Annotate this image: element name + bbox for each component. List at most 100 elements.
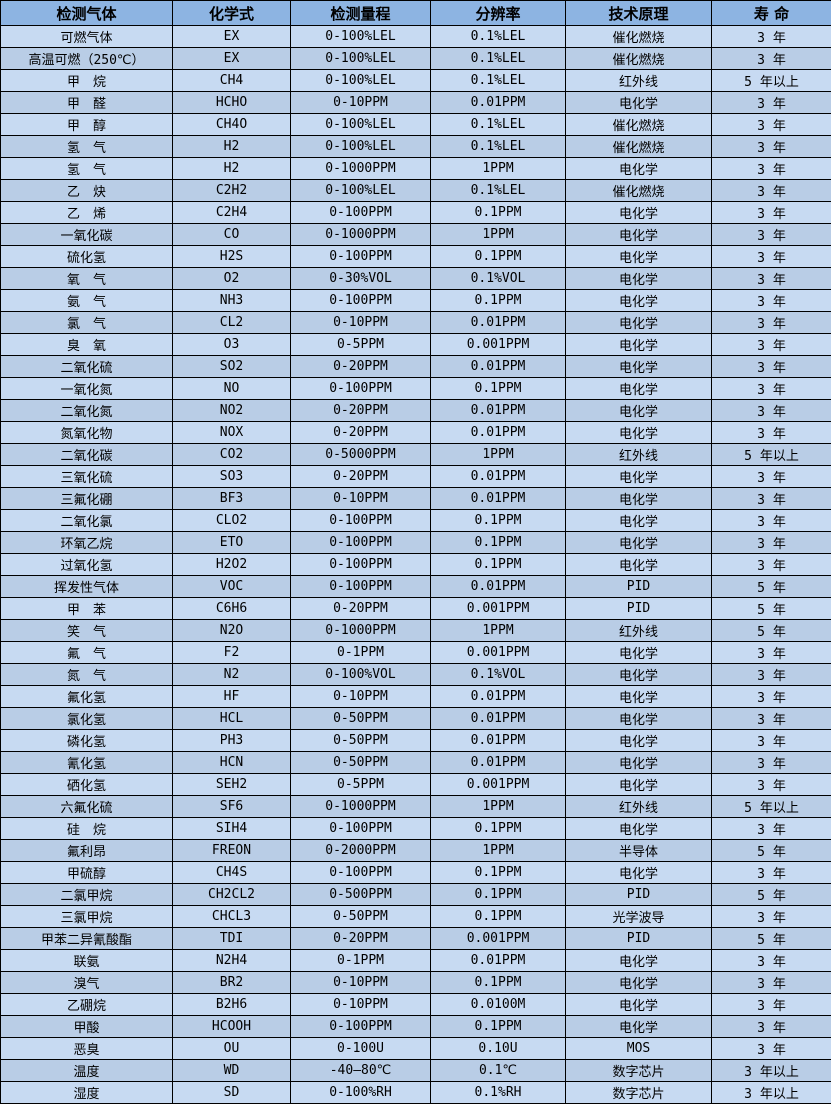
cell-r47-c1: WD [173, 1060, 291, 1082]
cell-r45-c1: HCOOH [173, 1016, 291, 1038]
cell-r13-c3: 0.01PPM [431, 312, 566, 334]
cell-r2-c4: 红外线 [566, 70, 712, 92]
cell-r34-c4: 电化学 [566, 774, 712, 796]
cell-r19-c3: 1PPM [431, 444, 566, 466]
cell-r40-c4: 光学波导 [566, 906, 712, 928]
cell-r39-c5: 5 年 [712, 884, 831, 906]
cell-r11-c0: 氧 气 [1, 268, 173, 290]
cell-r27-c2: 0-1000PPM [291, 620, 431, 642]
cell-r46-c1: OU [173, 1038, 291, 1060]
cell-r1-c3: 0.1%LEL [431, 48, 566, 70]
cell-r20-c4: 电化学 [566, 466, 712, 488]
cell-r45-c2: 0-100PPM [291, 1016, 431, 1038]
cell-r26-c4: PID [566, 598, 712, 620]
cell-r6-c5: 3 年 [712, 158, 831, 180]
cell-r1-c1: EX [173, 48, 291, 70]
cell-r47-c5: 3 年以上 [712, 1060, 831, 1082]
cell-r40-c0: 三氯甲烷 [1, 906, 173, 928]
cell-r7-c5: 3 年 [712, 180, 831, 202]
cell-r48-c2: 0-100%RH [291, 1082, 431, 1104]
cell-r44-c0: 乙硼烷 [1, 994, 173, 1016]
cell-r46-c0: 恶臭 [1, 1038, 173, 1060]
cell-r8-c3: 0.1PPM [431, 202, 566, 224]
cell-r31-c4: 电化学 [566, 708, 712, 730]
cell-r48-c0: 湿度 [1, 1082, 173, 1104]
cell-r3-c4: 电化学 [566, 92, 712, 114]
cell-r21-c1: BF3 [173, 488, 291, 510]
cell-r1-c0: 高温可燃（250℃） [1, 48, 173, 70]
cell-r4-c2: 0-100%LEL [291, 114, 431, 136]
cell-r13-c0: 氯 气 [1, 312, 173, 334]
cell-r0-c5: 3 年 [712, 26, 831, 48]
cell-r42-c2: 0-1PPM [291, 950, 431, 972]
cell-r29-c0: 氮 气 [1, 664, 173, 686]
cell-r23-c0: 环氧乙烷 [1, 532, 173, 554]
cell-r0-c4: 催化燃烧 [566, 26, 712, 48]
cell-r37-c4: 半导体 [566, 840, 712, 862]
cell-r18-c0: 氮氧化物 [1, 422, 173, 444]
cell-r12-c4: 电化学 [566, 290, 712, 312]
column-header-3: 分辨率 [431, 1, 566, 26]
cell-r26-c5: 5 年 [712, 598, 831, 620]
cell-r16-c5: 3 年 [712, 378, 831, 400]
cell-r29-c1: N2 [173, 664, 291, 686]
cell-r14-c2: 0-5PPM [291, 334, 431, 356]
cell-r21-c0: 三氟化硼 [1, 488, 173, 510]
cell-r7-c0: 乙 炔 [1, 180, 173, 202]
cell-r28-c0: 氟 气 [1, 642, 173, 664]
cell-r1-c5: 3 年 [712, 48, 831, 70]
cell-r10-c5: 3 年 [712, 246, 831, 268]
cell-r41-c0: 甲苯二异氰酸酯 [1, 928, 173, 950]
cell-r19-c4: 红外线 [566, 444, 712, 466]
cell-r24-c5: 3 年 [712, 554, 831, 576]
cell-r25-c4: PID [566, 576, 712, 598]
cell-r5-c0: 氢 气 [1, 136, 173, 158]
cell-r36-c3: 0.1PPM [431, 818, 566, 840]
cell-r30-c1: HF [173, 686, 291, 708]
cell-r34-c0: 硒化氢 [1, 774, 173, 796]
cell-r13-c4: 电化学 [566, 312, 712, 334]
cell-r37-c5: 5 年 [712, 840, 831, 862]
cell-r10-c2: 0-100PPM [291, 246, 431, 268]
cell-r20-c5: 3 年 [712, 466, 831, 488]
cell-r24-c2: 0-100PPM [291, 554, 431, 576]
cell-r46-c2: 0-100U [291, 1038, 431, 1060]
cell-r15-c3: 0.01PPM [431, 356, 566, 378]
cell-r27-c1: N2O [173, 620, 291, 642]
cell-r42-c3: 0.01PPM [431, 950, 566, 972]
cell-r9-c1: CO [173, 224, 291, 246]
cell-r20-c1: SO3 [173, 466, 291, 488]
cell-r31-c1: HCL [173, 708, 291, 730]
cell-r30-c3: 0.01PPM [431, 686, 566, 708]
cell-r39-c2: 0-500PPM [291, 884, 431, 906]
cell-r4-c5: 3 年 [712, 114, 831, 136]
cell-r3-c0: 甲 醛 [1, 92, 173, 114]
cell-r41-c1: TDI [173, 928, 291, 950]
cell-r35-c3: 1PPM [431, 796, 566, 818]
cell-r35-c4: 红外线 [566, 796, 712, 818]
cell-r39-c0: 二氯甲烷 [1, 884, 173, 906]
cell-r37-c3: 1PPM [431, 840, 566, 862]
cell-r15-c1: SO2 [173, 356, 291, 378]
cell-r38-c2: 0-100PPM [291, 862, 431, 884]
cell-r22-c4: 电化学 [566, 510, 712, 532]
cell-r15-c5: 3 年 [712, 356, 831, 378]
